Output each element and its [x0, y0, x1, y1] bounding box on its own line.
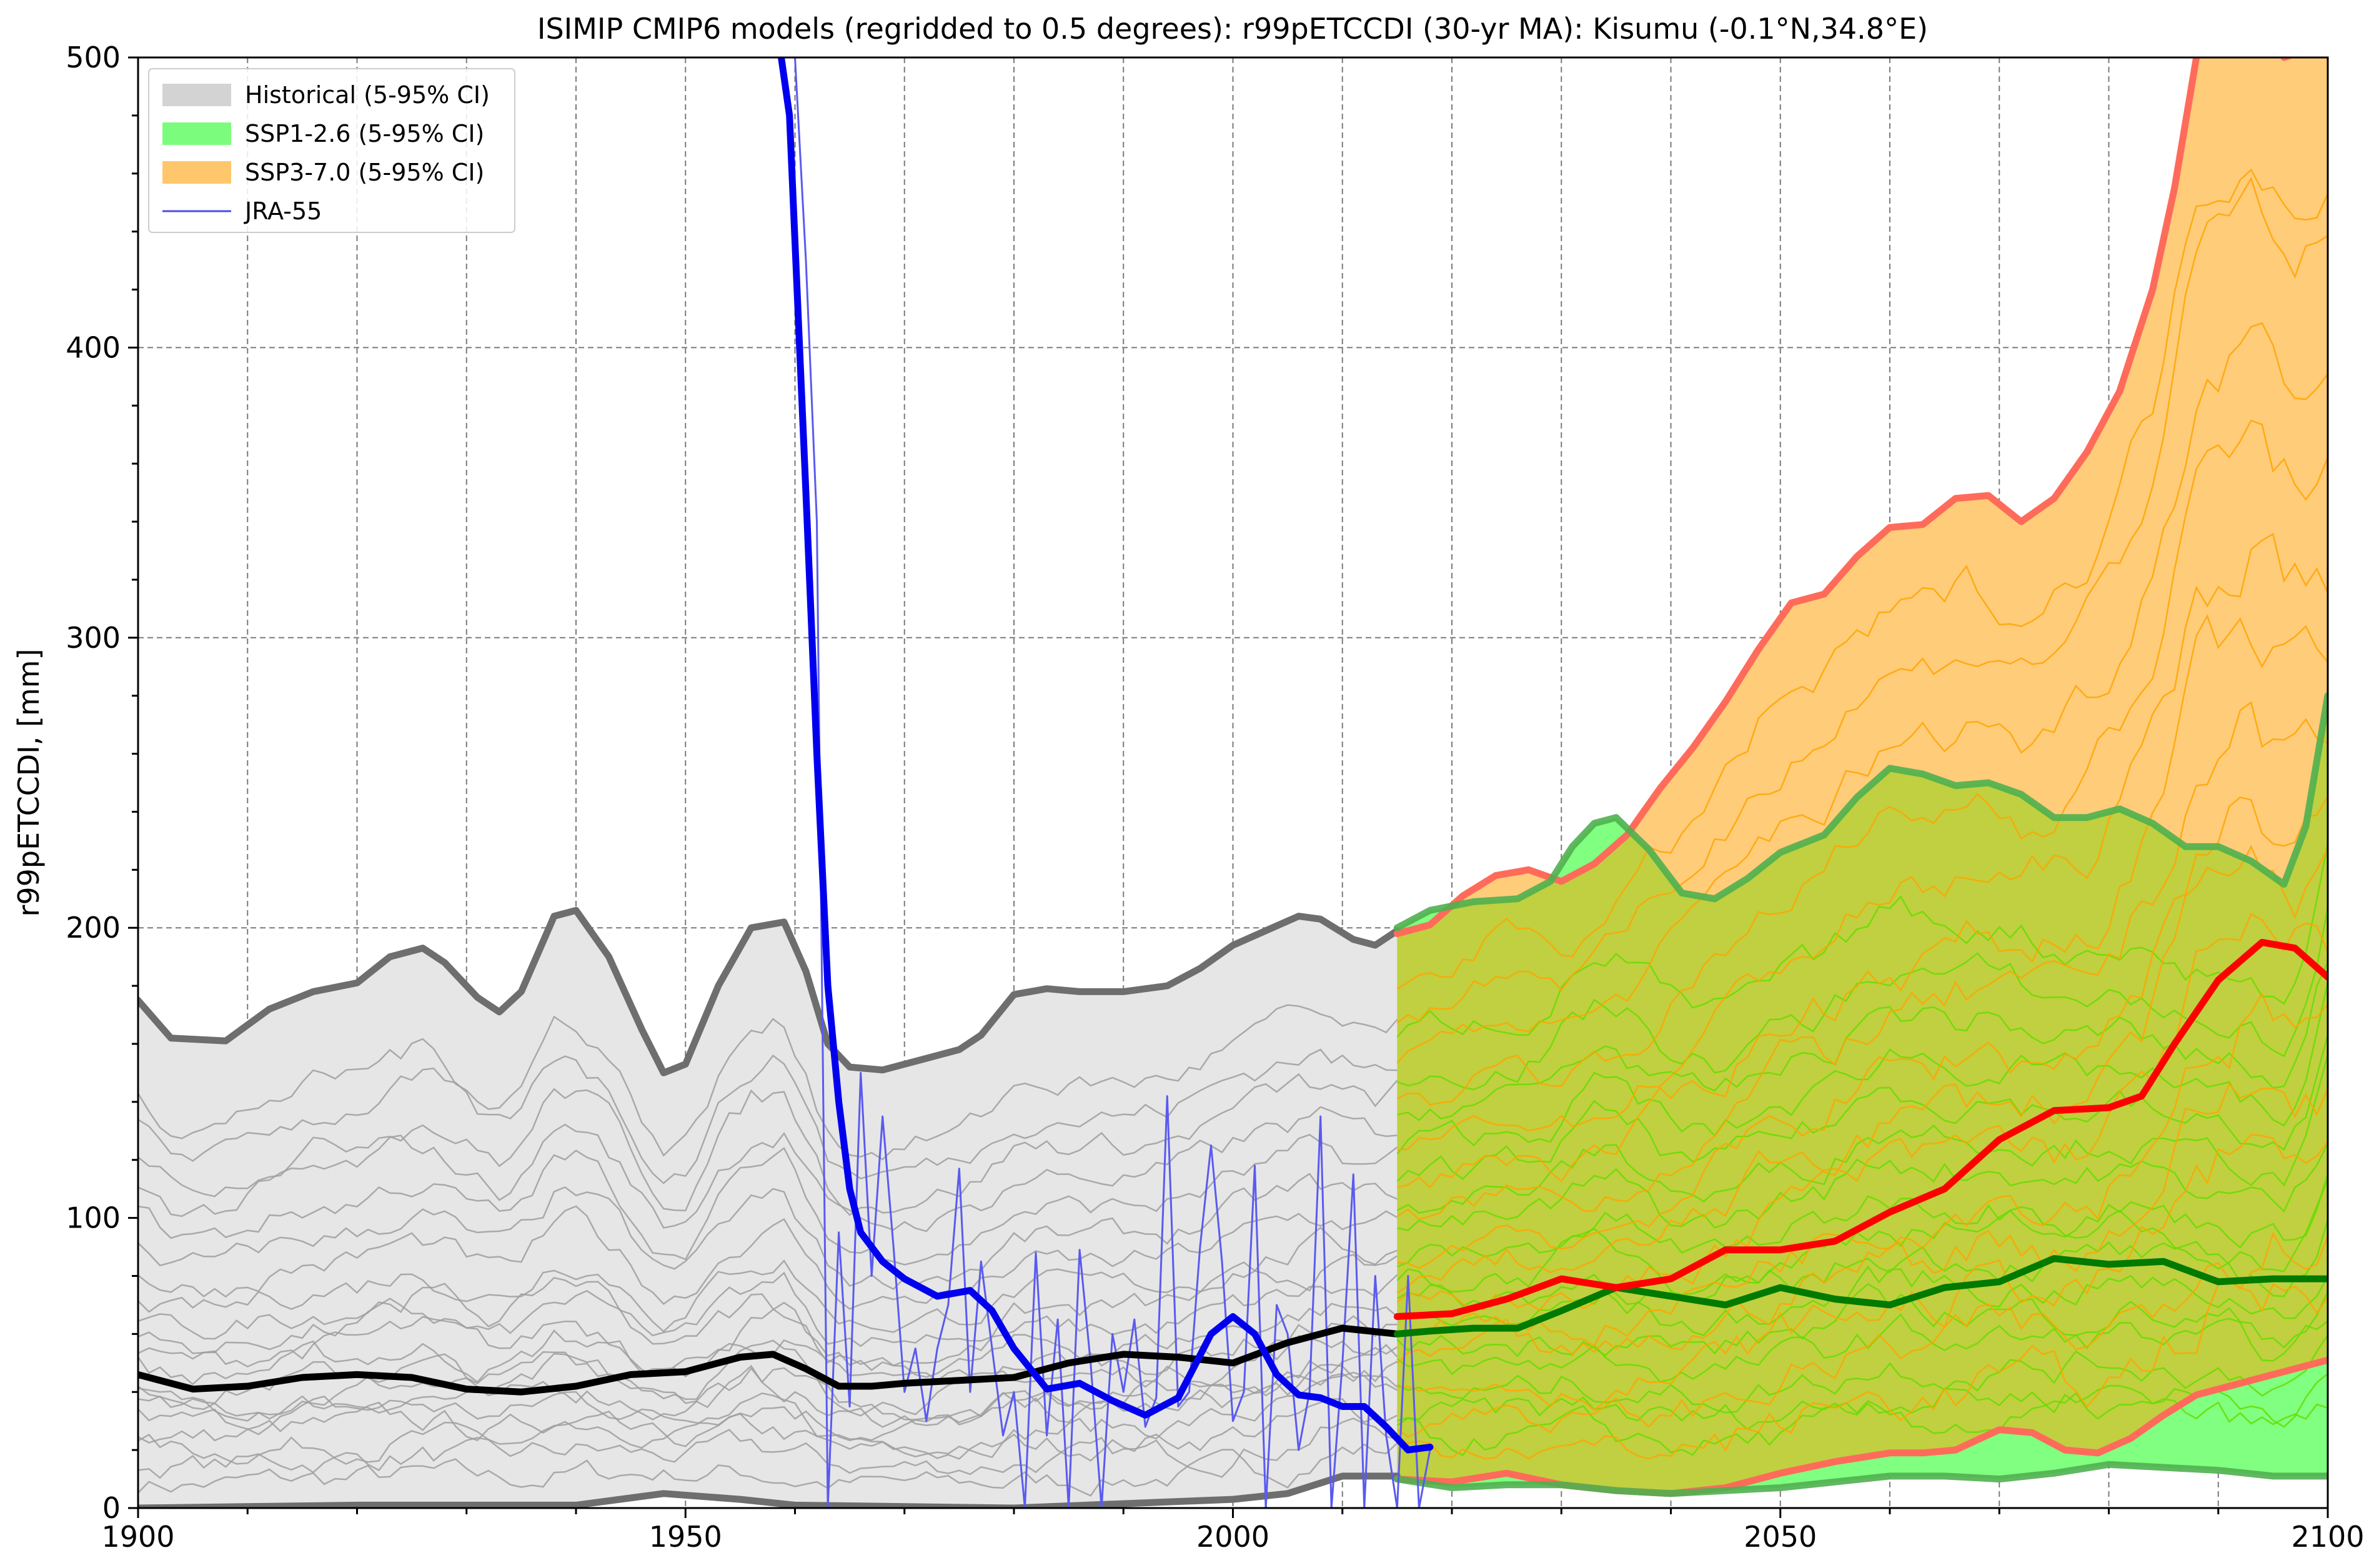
y-axis-label: r99pETCCDI, [mm] [12, 648, 46, 916]
ssp370-member-line [1397, 992, 2328, 1347]
ssp370-member-line [1396, 168, 2328, 990]
historical-member-line [138, 1417, 1398, 1479]
ssp370-member-line [1396, 419, 2328, 1106]
ssp370-member-line [1397, 1133, 2328, 1411]
overlap-band [1397, 695, 2328, 1494]
ssp370-member-line [1396, 1231, 2328, 1438]
jra55-annual-line [793, 57, 1431, 1508]
historical-member-line [138, 1361, 1398, 1428]
ssp126-member-line [1396, 1392, 2328, 1457]
x-tick-label: 1950 [649, 1520, 722, 1554]
historical-member-line [138, 1226, 1398, 1333]
legend-label: SSP1-2.6 (5-95% CI) [245, 120, 484, 147]
ssp126-member-line [1396, 1334, 2328, 1414]
chart-title: ISIMIP CMIP6 models (regridded to 0.5 de… [537, 12, 1928, 46]
jra55-smoothed-line [777, 57, 1434, 1454]
legend-frame [148, 68, 515, 233]
historical-lower-line [138, 1472, 1401, 1508]
ssp126-member-line [1396, 1179, 2328, 1303]
ssp370-mean-line [1393, 938, 2328, 1320]
y-tick-label: 300 [66, 621, 121, 655]
x-tick-label: 2100 [2291, 1520, 2364, 1554]
series-lines [138, 57, 2328, 1508]
historical-mean-line [138, 1324, 1401, 1396]
ssp126-upper-line [1393, 692, 2328, 931]
legend-swatch [162, 122, 231, 145]
legend-label: SSP3-7.0 (5-95% CI) [245, 159, 484, 186]
ssp370-member-line [1396, 322, 2328, 1064]
ssp370-member-line [1397, 614, 2328, 1189]
historical-member-line [138, 1205, 1398, 1310]
historical-member-line [138, 1254, 1398, 1347]
historical-member-line [138, 1301, 1398, 1378]
historical-member-line [138, 1073, 1398, 1216]
historical-member-line [138, 1371, 1398, 1459]
ssp126-member-line [1396, 1283, 2328, 1357]
x-tick-label: 2000 [1196, 1520, 1269, 1554]
y-tick-label: 200 [66, 911, 121, 945]
historical-member-line [138, 1274, 1398, 1367]
ssp370-member-line [1397, 1281, 2328, 1460]
historical-member-line [138, 1106, 1398, 1233]
historical-upper-line [138, 906, 1401, 1076]
ssp370-member-line [1396, 701, 2328, 1221]
y-tick-label: 500 [66, 41, 121, 74]
ssp126-member-line [1396, 1219, 2328, 1307]
legend-label: JRA-55 [244, 197, 322, 225]
plot-area [138, 57, 2328, 1508]
ssp126-member-line [1396, 1313, 2328, 1383]
ssp126-member-line [1396, 1173, 2328, 1268]
legend-swatch [162, 161, 231, 184]
ssp370-upper-line [1393, 57, 2295, 937]
historical-member-line [138, 1134, 1398, 1266]
ssp126-member-line [1397, 1143, 2328, 1231]
historical-member-line [138, 1048, 1398, 1184]
legend-label: Historical (5-95% CI) [245, 81, 490, 109]
y-tick-label: 100 [66, 1201, 121, 1235]
ssp126-lower-line [1393, 1461, 2328, 1497]
ssp126-member-line [1396, 843, 2328, 1038]
historical-member-line [138, 1004, 1398, 1161]
ensemble-members [138, 168, 2328, 1497]
historical-member-line [138, 1173, 1398, 1291]
axis-ticks: 1900 1950 2000 2050 2100 0 100 200 300 400 500 [66, 41, 2364, 1554]
x-tick-label: 1900 [101, 1520, 174, 1554]
legend: Historical (5-95% CI) SSP1-2.6 (5-95% CI)… [148, 68, 515, 233]
ssp126-member-line [1397, 1265, 2328, 1337]
ssp126-member-line [1397, 906, 2328, 1091]
ssp370-member-line [1397, 796, 2328, 1269]
y-tick-label: 400 [66, 330, 121, 364]
ssp370-member-line [1396, 845, 2328, 1294]
historical-member-line [138, 1398, 1398, 1465]
ssp126-mean-line [1393, 1255, 2328, 1337]
y-tick-label: 0 [102, 1491, 121, 1525]
ssp370-member-line [1397, 532, 2328, 1151]
ssp370-member-line [1396, 1082, 2328, 1364]
x-tick-label: 2050 [1744, 1520, 1817, 1554]
ssp126-member-line [1396, 1035, 2328, 1182]
ssp370-member-line [1396, 176, 2328, 1024]
legend-swatch [162, 84, 231, 106]
